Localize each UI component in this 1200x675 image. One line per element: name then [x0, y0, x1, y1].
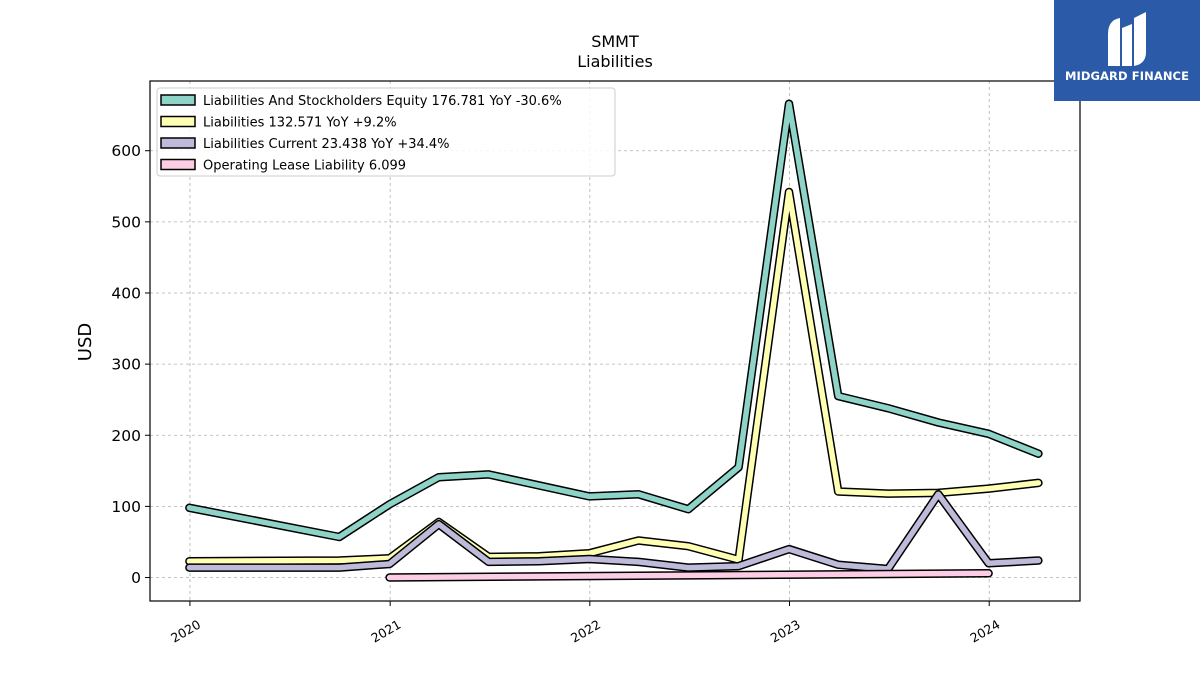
y-tick-label: 0	[131, 569, 141, 587]
series-line	[386, 570, 992, 581]
legend-swatch	[160, 115, 196, 128]
y-tick-label: 100	[111, 498, 141, 516]
y-tick-label: 500	[111, 213, 141, 231]
y-tick-label: 200	[111, 427, 141, 445]
chart-subtitle: Liabilities	[577, 52, 653, 71]
series-lines	[185, 99, 1043, 582]
series-line-outline	[185, 187, 1043, 566]
x-tick-label: 2023	[768, 617, 803, 646]
legend-box	[156, 87, 616, 177]
series-line	[186, 491, 1042, 572]
series-line	[186, 101, 1042, 540]
x-tick-label: 2024	[967, 617, 1002, 646]
logo-text: MIDGARD FINANCE	[1064, 69, 1190, 83]
legend-label: Liabilities Current 23.438 YoY +34.4%	[203, 137, 450, 152]
legend-label: Operating Lease Liability 6.099	[203, 159, 406, 174]
legend-label: Liabilities 132.571 YoY +9.2%	[203, 116, 397, 131]
chart-title: SMMT	[591, 32, 639, 51]
legend-label: Liabilities And Stockholders Equity 176.…	[203, 94, 562, 109]
x-tick-label: 2020	[168, 617, 203, 646]
y-tick-label: 600	[111, 142, 141, 160]
x-tick-label: 2022	[568, 617, 603, 646]
y-tick-label: 300	[111, 356, 141, 374]
legend: Liabilities And Stockholders Equity 176.…	[156, 87, 616, 177]
axes: 0 100 200 300 400 500 600 2020 2021 2022 2023 2024	[111, 142, 1002, 645]
y-tick-label: 400	[111, 284, 141, 302]
series-operating-lease-liability	[385, 569, 993, 582]
y-axis-label: USD	[75, 323, 96, 361]
x-tick-label: 2021	[368, 617, 403, 646]
series-liabilities-and-stockholders-equity	[185, 99, 1043, 542]
series-line	[186, 189, 1042, 564]
series-liabilities	[185, 187, 1043, 566]
plot-area-frame	[149, 80, 1081, 602]
legend-swatch	[160, 94, 196, 106]
midgard-finance-logo: MIDGARD FINANCE	[1054, 0, 1200, 101]
legend-swatch	[160, 158, 196, 171]
legend-swatch	[160, 137, 196, 149]
series-liabilities-current	[185, 490, 1043, 574]
midgard-logo-mark-icon	[1108, 12, 1146, 66]
